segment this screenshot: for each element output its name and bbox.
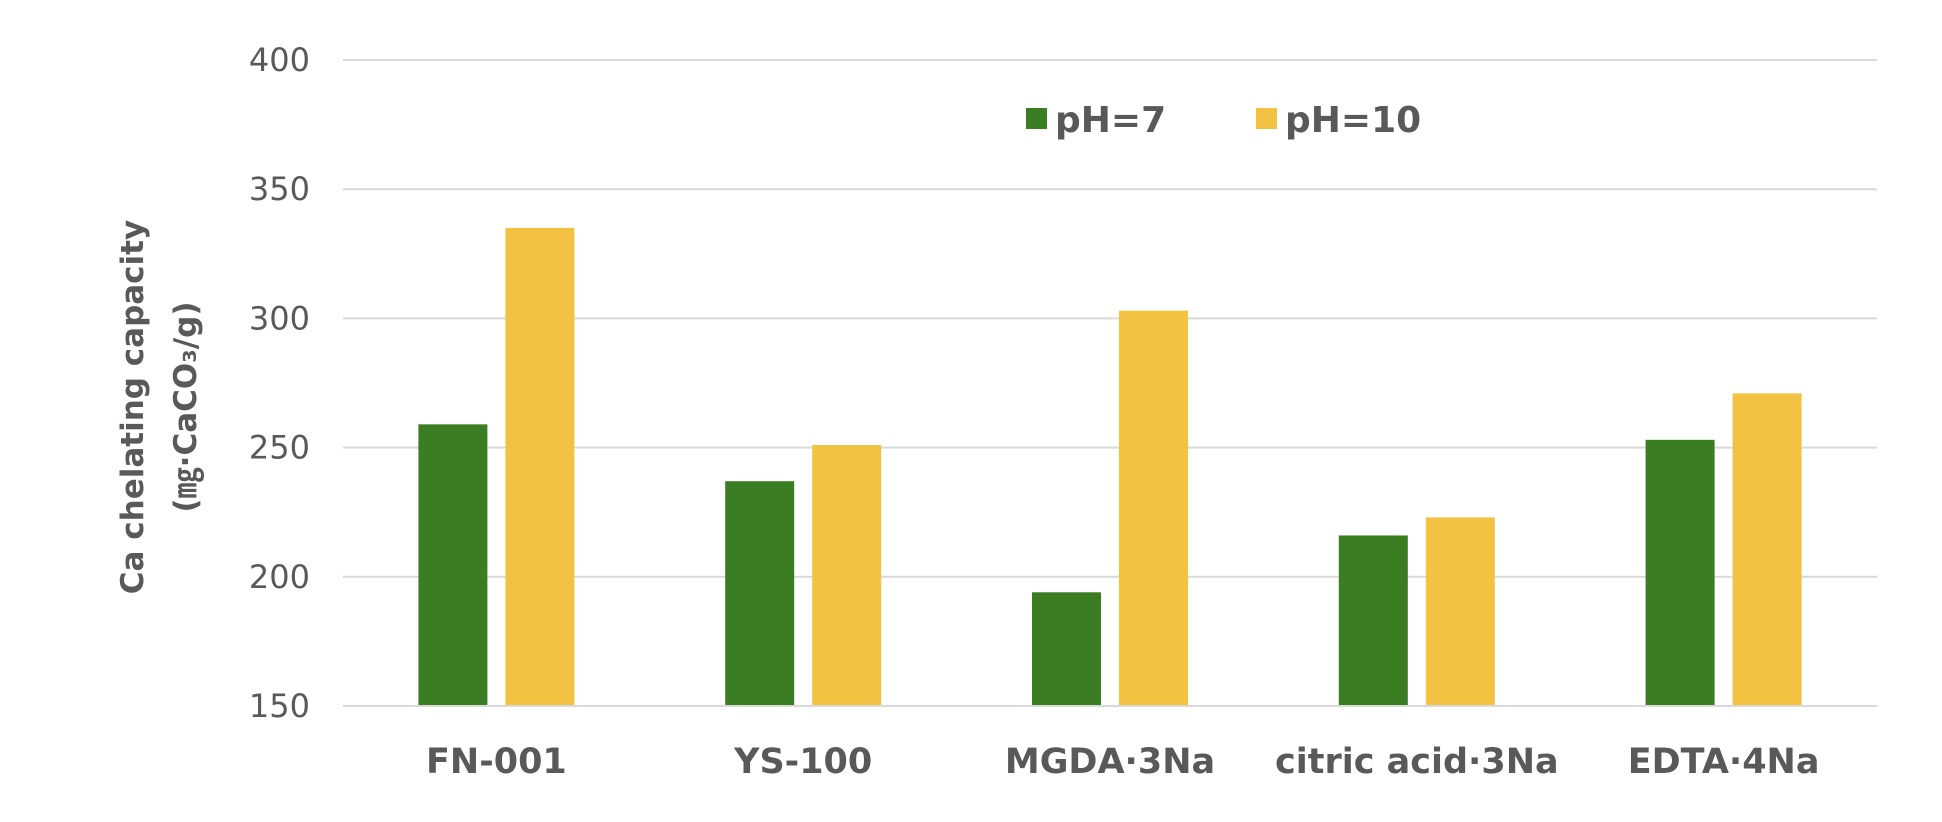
- category-label: EDTA·4Na: [1628, 742, 1820, 782]
- y-tick-label: 150: [249, 687, 310, 725]
- y-tick-label: 400: [249, 41, 310, 79]
- bar-ph7-1: [725, 481, 795, 706]
- legend-swatch-ph7: [1026, 108, 1047, 129]
- y-tick-label: 250: [249, 429, 310, 467]
- y-axis-title-line1: Ca chelating capacity: [115, 220, 151, 594]
- category-label: YS-100: [733, 742, 872, 782]
- y-tick-label: 300: [249, 299, 310, 337]
- y-axis-title-line2: (㎎·CaCO₃/g): [168, 302, 205, 513]
- y-tick-label: 350: [249, 170, 310, 208]
- category-labels: FN-001 YS-100 MGDA·3Na citric acid·3Na EDTA·…: [426, 742, 1819, 782]
- legend-swatch-ph10: [1256, 108, 1277, 129]
- y-tick-label: 200: [249, 558, 310, 596]
- bar-ph10-4: [1732, 393, 1802, 706]
- bar-ph10-1: [812, 445, 882, 706]
- bar-ph10-3: [1425, 517, 1495, 706]
- category-label: citric acid·3Na: [1275, 742, 1559, 782]
- legend-label-ph10: pH=10: [1285, 100, 1421, 141]
- bars: [343, 227, 1877, 707]
- bar-ph7-3: [1338, 535, 1408, 706]
- category-label: FN-001: [426, 742, 567, 782]
- bar-ph7-4: [1645, 439, 1715, 706]
- y-axis-title: Ca chelating capacity (㎎·CaCO₃/g): [115, 220, 205, 594]
- legend-label-ph7: pH=7: [1055, 100, 1166, 141]
- bar-ph7-0: [418, 424, 488, 706]
- legend: pH=7 pH=10: [1026, 100, 1421, 141]
- bar-ph10-0: [505, 227, 575, 706]
- bar-ph10-2: [1119, 310, 1188, 706]
- y-tick-labels: 150 200 250 300 350 400: [249, 41, 310, 725]
- category-label: MGDA·3Na: [1005, 742, 1215, 782]
- bar-ph7-2: [1032, 592, 1101, 706]
